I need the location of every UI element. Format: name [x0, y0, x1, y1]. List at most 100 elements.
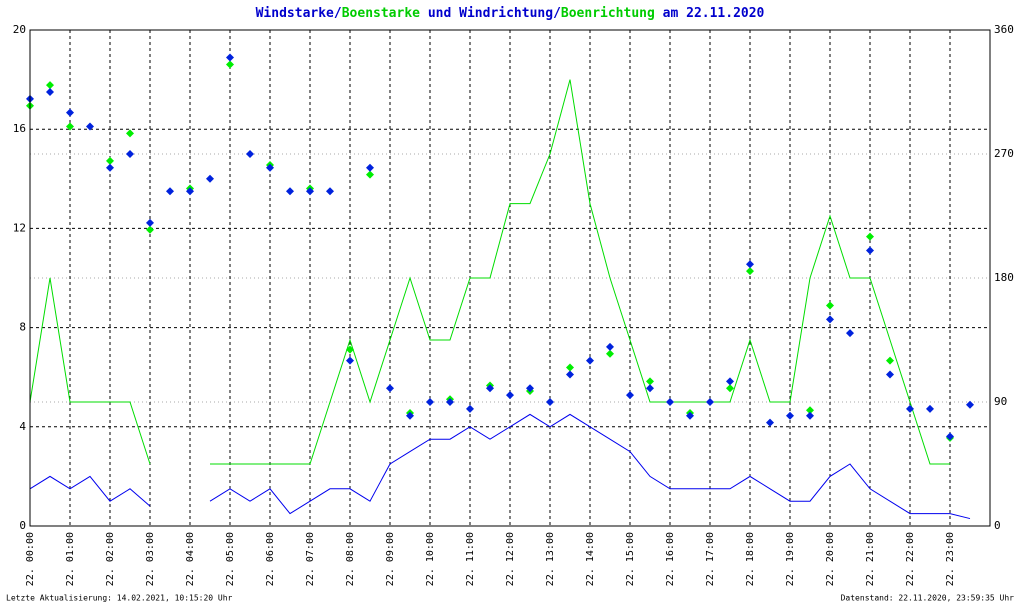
x-tick-label: 22. 00:00: [25, 532, 36, 586]
direction-point: [726, 377, 734, 386]
x-tick-label: 22. 02:00: [105, 532, 116, 586]
direction-point: [146, 225, 154, 234]
y2-tick-label: 360: [994, 23, 1014, 36]
direction-point: [646, 377, 654, 386]
title-part: /: [334, 6, 342, 21]
direction-point: [66, 122, 74, 131]
x-tick-label: 22. 20:00: [825, 532, 836, 586]
direction-point: [566, 370, 574, 379]
direction-point: [366, 163, 374, 172]
y2-tick-label: 0: [994, 519, 1001, 532]
direction-point: [86, 122, 94, 131]
x-tick-label: 22. 13:00: [545, 532, 556, 586]
direction-point: [566, 363, 574, 372]
direction-point: [946, 432, 954, 441]
title-part: und Windrichtung: [420, 6, 553, 21]
x-tick-label: 22. 17:00: [705, 532, 716, 586]
direction-point: [106, 163, 114, 172]
direction-point: [226, 53, 234, 62]
direction-point: [606, 342, 614, 351]
direction-point: [326, 187, 334, 196]
x-tick-label: 22. 21:00: [865, 532, 876, 586]
direction-point: [726, 384, 734, 393]
direction-point: [926, 404, 934, 413]
y2-tick-label: 180: [994, 271, 1014, 284]
direction-point: [346, 356, 354, 365]
x-tick-label: 22. 14:00: [585, 532, 596, 586]
title-part: am 22.11.2020: [655, 6, 765, 21]
y2-tick-label: 90: [994, 395, 1007, 408]
direction-point: [126, 129, 134, 138]
y-tick-label: 8: [19, 321, 26, 334]
y-tick-label: 12: [13, 221, 26, 234]
direction-point: [466, 404, 474, 413]
direction-point: [766, 418, 774, 427]
direction-point: [46, 88, 54, 96]
x-tick-label: 22. 03:00: [145, 532, 156, 586]
direction-point: [846, 329, 854, 338]
x-tick-label: 22. 19:00: [785, 532, 796, 586]
direction-point: [746, 260, 754, 269]
direction-point: [206, 174, 214, 183]
direction-point: [886, 356, 894, 365]
footer-right: Datenstand: 22.11.2020, 23:59:35 Uhr: [841, 594, 1015, 603]
x-tick-label: 22. 22:00: [905, 532, 916, 586]
direction-point: [446, 398, 454, 406]
direction-point: [486, 384, 494, 393]
wind-line: [29, 413, 971, 520]
direction-point: [906, 404, 914, 413]
x-tick-label: 22. 04:00: [185, 532, 196, 586]
direction-point: [266, 163, 274, 172]
direction-point: [106, 156, 114, 165]
direction-point: [186, 187, 194, 196]
direction-point: [126, 150, 134, 158]
direction-point: [366, 170, 374, 179]
title-part: Windstarke: [256, 6, 334, 21]
x-tick-label: 22. 23:00: [945, 532, 956, 586]
direction-point: [66, 108, 74, 117]
direction-point: [386, 384, 394, 393]
title-part: Boenstarke: [342, 6, 420, 21]
direction-point: [426, 398, 434, 406]
direction-point: [806, 406, 814, 415]
x-tick-label: 22. 16:00: [665, 532, 676, 586]
x-tick-label: 22. 15:00: [625, 532, 636, 586]
direction-point: [626, 391, 634, 400]
direction-point: [586, 356, 594, 365]
title-part: /: [553, 6, 561, 21]
direction-point: [866, 246, 874, 255]
direction-point: [246, 150, 254, 158]
x-tick-label: 22. 11:00: [465, 532, 476, 586]
x-tick-label: 22. 10:00: [425, 532, 436, 586]
y-tick-label: 0: [19, 519, 26, 532]
direction-point: [406, 411, 414, 420]
direction-point: [886, 370, 894, 379]
direction-point: [706, 398, 714, 406]
direction-point: [666, 398, 674, 406]
y-tick-label: 20: [13, 23, 26, 36]
y-tick-label: 16: [13, 122, 26, 135]
direction-point: [146, 218, 154, 227]
y-tick-label: 4: [19, 420, 26, 433]
direction-point: [526, 384, 534, 393]
x-tick-label: 22. 06:00: [265, 532, 276, 586]
direction-point: [826, 315, 834, 324]
footer-left: Letzte Aktualisierung: 14.02.2021, 10:15…: [6, 594, 233, 603]
direction-point: [786, 411, 794, 420]
x-tick-label: 22. 18:00: [745, 532, 756, 586]
y2-tick-label: 270: [994, 147, 1014, 160]
direction-point: [166, 187, 174, 196]
direction-point: [306, 187, 314, 196]
direction-point: [546, 398, 554, 406]
direction-point: [646, 384, 654, 393]
x-tick-label: 22. 01:00: [65, 532, 76, 586]
plot-frame: [29, 29, 991, 527]
wind-line: [29, 79, 950, 465]
x-tick-label: 22. 07:00: [305, 532, 316, 586]
x-tick-label: 22. 08:00: [345, 532, 356, 586]
direction-point: [226, 60, 234, 69]
direction-point: [746, 267, 754, 276]
direction-point: [806, 411, 814, 420]
x-tick-label: 22. 09:00: [385, 532, 396, 586]
